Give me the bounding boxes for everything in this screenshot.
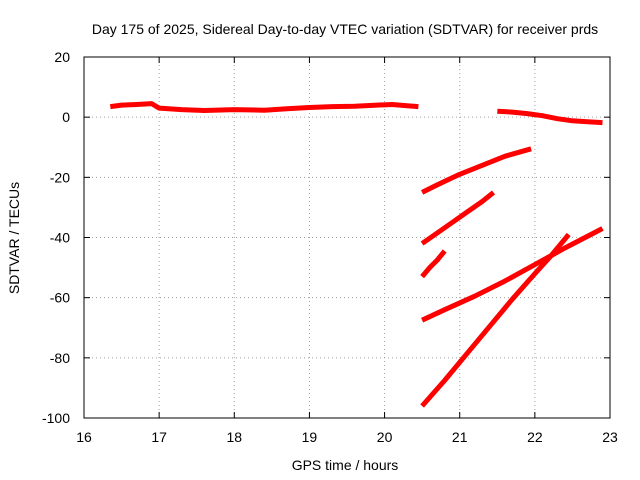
axis-ticks — [83, 56, 611, 419]
x-tick-label: 18 — [226, 429, 242, 445]
series-arc-5 — [420, 249, 447, 279]
x-tick-label: 23 — [602, 429, 618, 445]
x-tick-label: 17 — [151, 429, 167, 445]
y-tick-label: -60 — [50, 290, 70, 306]
x-tick-label: 22 — [527, 429, 543, 445]
y-tick-label: -100 — [42, 410, 70, 426]
chart-title: Day 175 of 2025, Sidereal Day-to-day VTE… — [92, 21, 598, 37]
series-arc-6 — [421, 226, 604, 323]
series-arc-2 — [497, 108, 603, 126]
tick-labels: 16 17 18 19 20 21 22 23 -100 -80 -60 -40 -20 0 20 — [42, 49, 618, 445]
x-tick-label: 21 — [452, 429, 468, 445]
x-tick-label: 20 — [377, 429, 393, 445]
y-tick-label: -80 — [50, 350, 70, 366]
y-tick-label: 20 — [54, 49, 70, 65]
y-tick-label: 0 — [62, 109, 70, 125]
x-tick-label: 19 — [302, 429, 318, 445]
y-axis-label: SDTVAR / TECUs — [6, 182, 22, 294]
series-arc-3 — [420, 146, 532, 195]
data-series — [109, 101, 604, 408]
series-arc-1 — [109, 101, 419, 113]
x-axis-label: GPS time / hours — [292, 457, 399, 473]
y-tick-label: -40 — [50, 230, 70, 246]
x-tick-label: 16 — [76, 429, 92, 445]
y-tick-label: -20 — [50, 169, 70, 185]
series-arc-7 — [420, 232, 571, 408]
series-arc-4 — [420, 190, 496, 246]
